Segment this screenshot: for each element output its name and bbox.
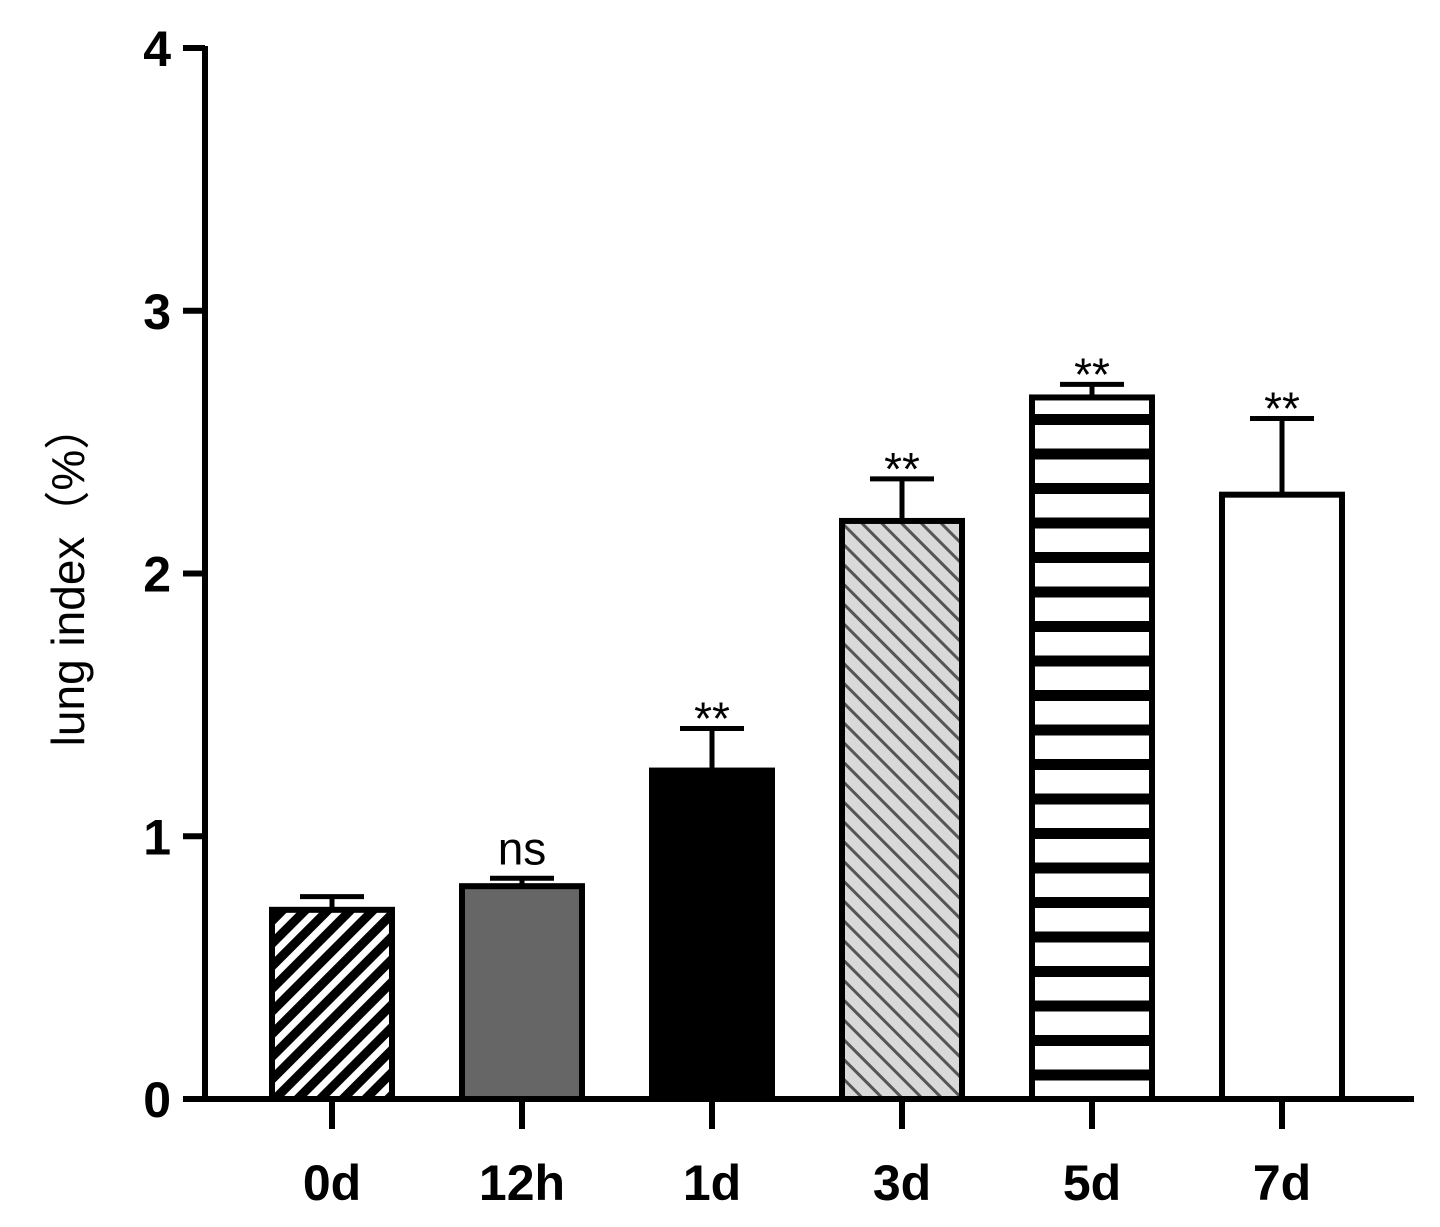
plot-area: 0 1 2 3 4 0d 12h ns 1d ** 3d ** 5d ** 7d ** xyxy=(143,21,1414,1211)
x-tick-label: 5d xyxy=(1063,1155,1121,1211)
bar-0d xyxy=(269,906,395,1102)
y-tick-label: 3 xyxy=(143,284,171,340)
x-tick-label: 12h xyxy=(479,1155,565,1211)
y-axis-title: lung index（%） xyxy=(42,404,94,747)
significance-label: ** xyxy=(1074,348,1110,400)
bar-3d xyxy=(839,517,965,1102)
x-tick-label: 1d xyxy=(683,1155,741,1211)
x-tick-label: 0d xyxy=(303,1155,361,1211)
significance-label: ** xyxy=(1264,382,1300,434)
significance-label: ** xyxy=(694,693,730,745)
bar-5d xyxy=(1029,394,1155,1102)
y-tick-label: 0 xyxy=(143,1072,171,1128)
significance-label: ns xyxy=(498,822,547,874)
x-tick-label: 3d xyxy=(873,1155,931,1211)
bar-12h xyxy=(459,883,585,1102)
significance-label: ** xyxy=(884,443,920,495)
bar-7d xyxy=(1219,491,1345,1102)
bar-1d xyxy=(649,767,775,1102)
y-tick-label: 4 xyxy=(143,21,171,77)
y-tick-label: 2 xyxy=(143,547,171,603)
x-tick-label: 7d xyxy=(1253,1155,1311,1211)
y-tick-label: 1 xyxy=(143,809,171,865)
